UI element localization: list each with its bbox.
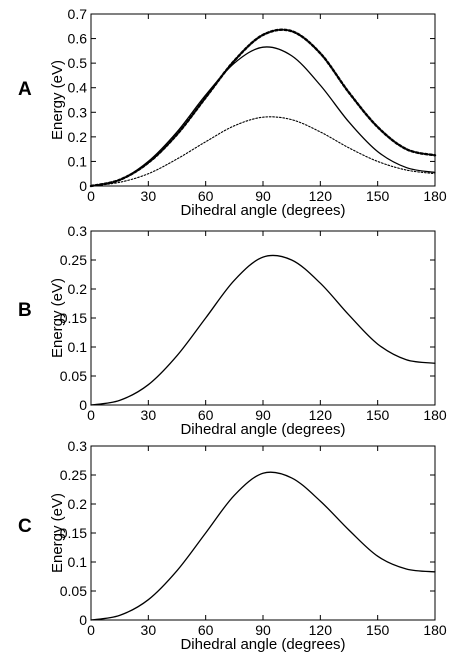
y-tick-label: 0.05 [60, 368, 87, 384]
x-axis-label: Dihedral angle (degrees) [180, 202, 345, 219]
x-tick-label: 0 [87, 622, 95, 638]
series-line-solid [90, 46, 436, 187]
x-tick-label: 180 [423, 407, 447, 423]
series-line-solid [90, 471, 436, 621]
x-tick-label: 90 [255, 622, 271, 638]
y-tick-label: 0.2 [68, 129, 88, 145]
y-axis-label: Energy (eV) [49, 493, 66, 573]
y-tick-label: 0.6 [68, 31, 88, 47]
y-tick-label: 0.25 [60, 467, 87, 483]
series-line-thin-dotted [90, 116, 436, 187]
x-tick-label: 120 [309, 622, 333, 638]
x-tick-label: 180 [423, 622, 447, 638]
panel-b: 0 30 60 90 120 150 180 0 0.05 0.1 0.15 0.2 0.25 0.3 Di… [18, 223, 447, 438]
plot-frame [90, 445, 436, 621]
y-tick-label: 0.4 [68, 80, 88, 96]
series-line-bold-dotted [89, 28, 437, 188]
plot-frame [90, 13, 436, 187]
panel-label: A [18, 79, 32, 100]
x-tick-label: 30 [141, 407, 157, 423]
y-tick-label: 0.3 [68, 104, 88, 120]
x-tick-label: 90 [255, 188, 271, 204]
panel-label: B [18, 300, 32, 321]
x-tick-label: 150 [366, 407, 390, 423]
x-tick-label: 60 [198, 622, 214, 638]
x-tick-label: 180 [423, 188, 447, 204]
x-tick-label: 0 [87, 188, 95, 204]
y-tick-label: 0.2 [68, 496, 88, 512]
x-tick-label: 60 [198, 407, 214, 423]
x-tick-label: 30 [141, 188, 157, 204]
y-tick-label: 0.15 [60, 310, 87, 326]
x-axis-label: Dihedral angle (degrees) [180, 636, 345, 653]
y-tick-label: 0.3 [68, 438, 88, 454]
y-tick-label: 0.7 [68, 6, 88, 22]
y-tick-label: 0 [79, 397, 87, 413]
y-tick-label: 0.1 [68, 554, 88, 570]
x-tick-label: 120 [309, 188, 333, 204]
y-axis-label: Energy (eV) [49, 278, 66, 358]
y-tick-label: 0.3 [68, 223, 88, 239]
x-axis-label: Dihedral angle (degrees) [180, 421, 345, 438]
y-tick-label: 0 [79, 178, 87, 194]
y-tick-label: 0.15 [60, 525, 87, 541]
y-axis-label: Energy (eV) [49, 60, 66, 140]
panel-label: C [18, 516, 32, 537]
panel-c: 0 30 60 90 120 150 180 0 0.05 0.1 0.15 0.2 0.25 0.3 Di… [18, 438, 447, 653]
x-tick-label: 150 [366, 188, 390, 204]
series-line-solid [90, 254, 436, 406]
y-tick-label: 0.5 [68, 55, 88, 71]
panel-a: 0 30 60 90 120 150 180 0 0.1 0.2 0.3 0.4 0.5 0.6 0.7 Di… [18, 6, 447, 219]
x-tick-label: 90 [255, 407, 271, 423]
y-tick-label: 0.1 [68, 153, 88, 169]
x-tick-label: 120 [309, 407, 333, 423]
x-tick-label: 0 [87, 407, 95, 423]
y-tick-label: 0.25 [60, 252, 87, 268]
x-tick-label: 150 [366, 622, 390, 638]
y-tick-label: 0.05 [60, 583, 87, 599]
x-tick-label: 30 [141, 622, 157, 638]
y-tick-label: 0.2 [68, 281, 88, 297]
y-tick-label: 0 [79, 612, 87, 628]
x-tick-label: 60 [198, 188, 214, 204]
y-tick-label: 0.1 [68, 339, 88, 355]
